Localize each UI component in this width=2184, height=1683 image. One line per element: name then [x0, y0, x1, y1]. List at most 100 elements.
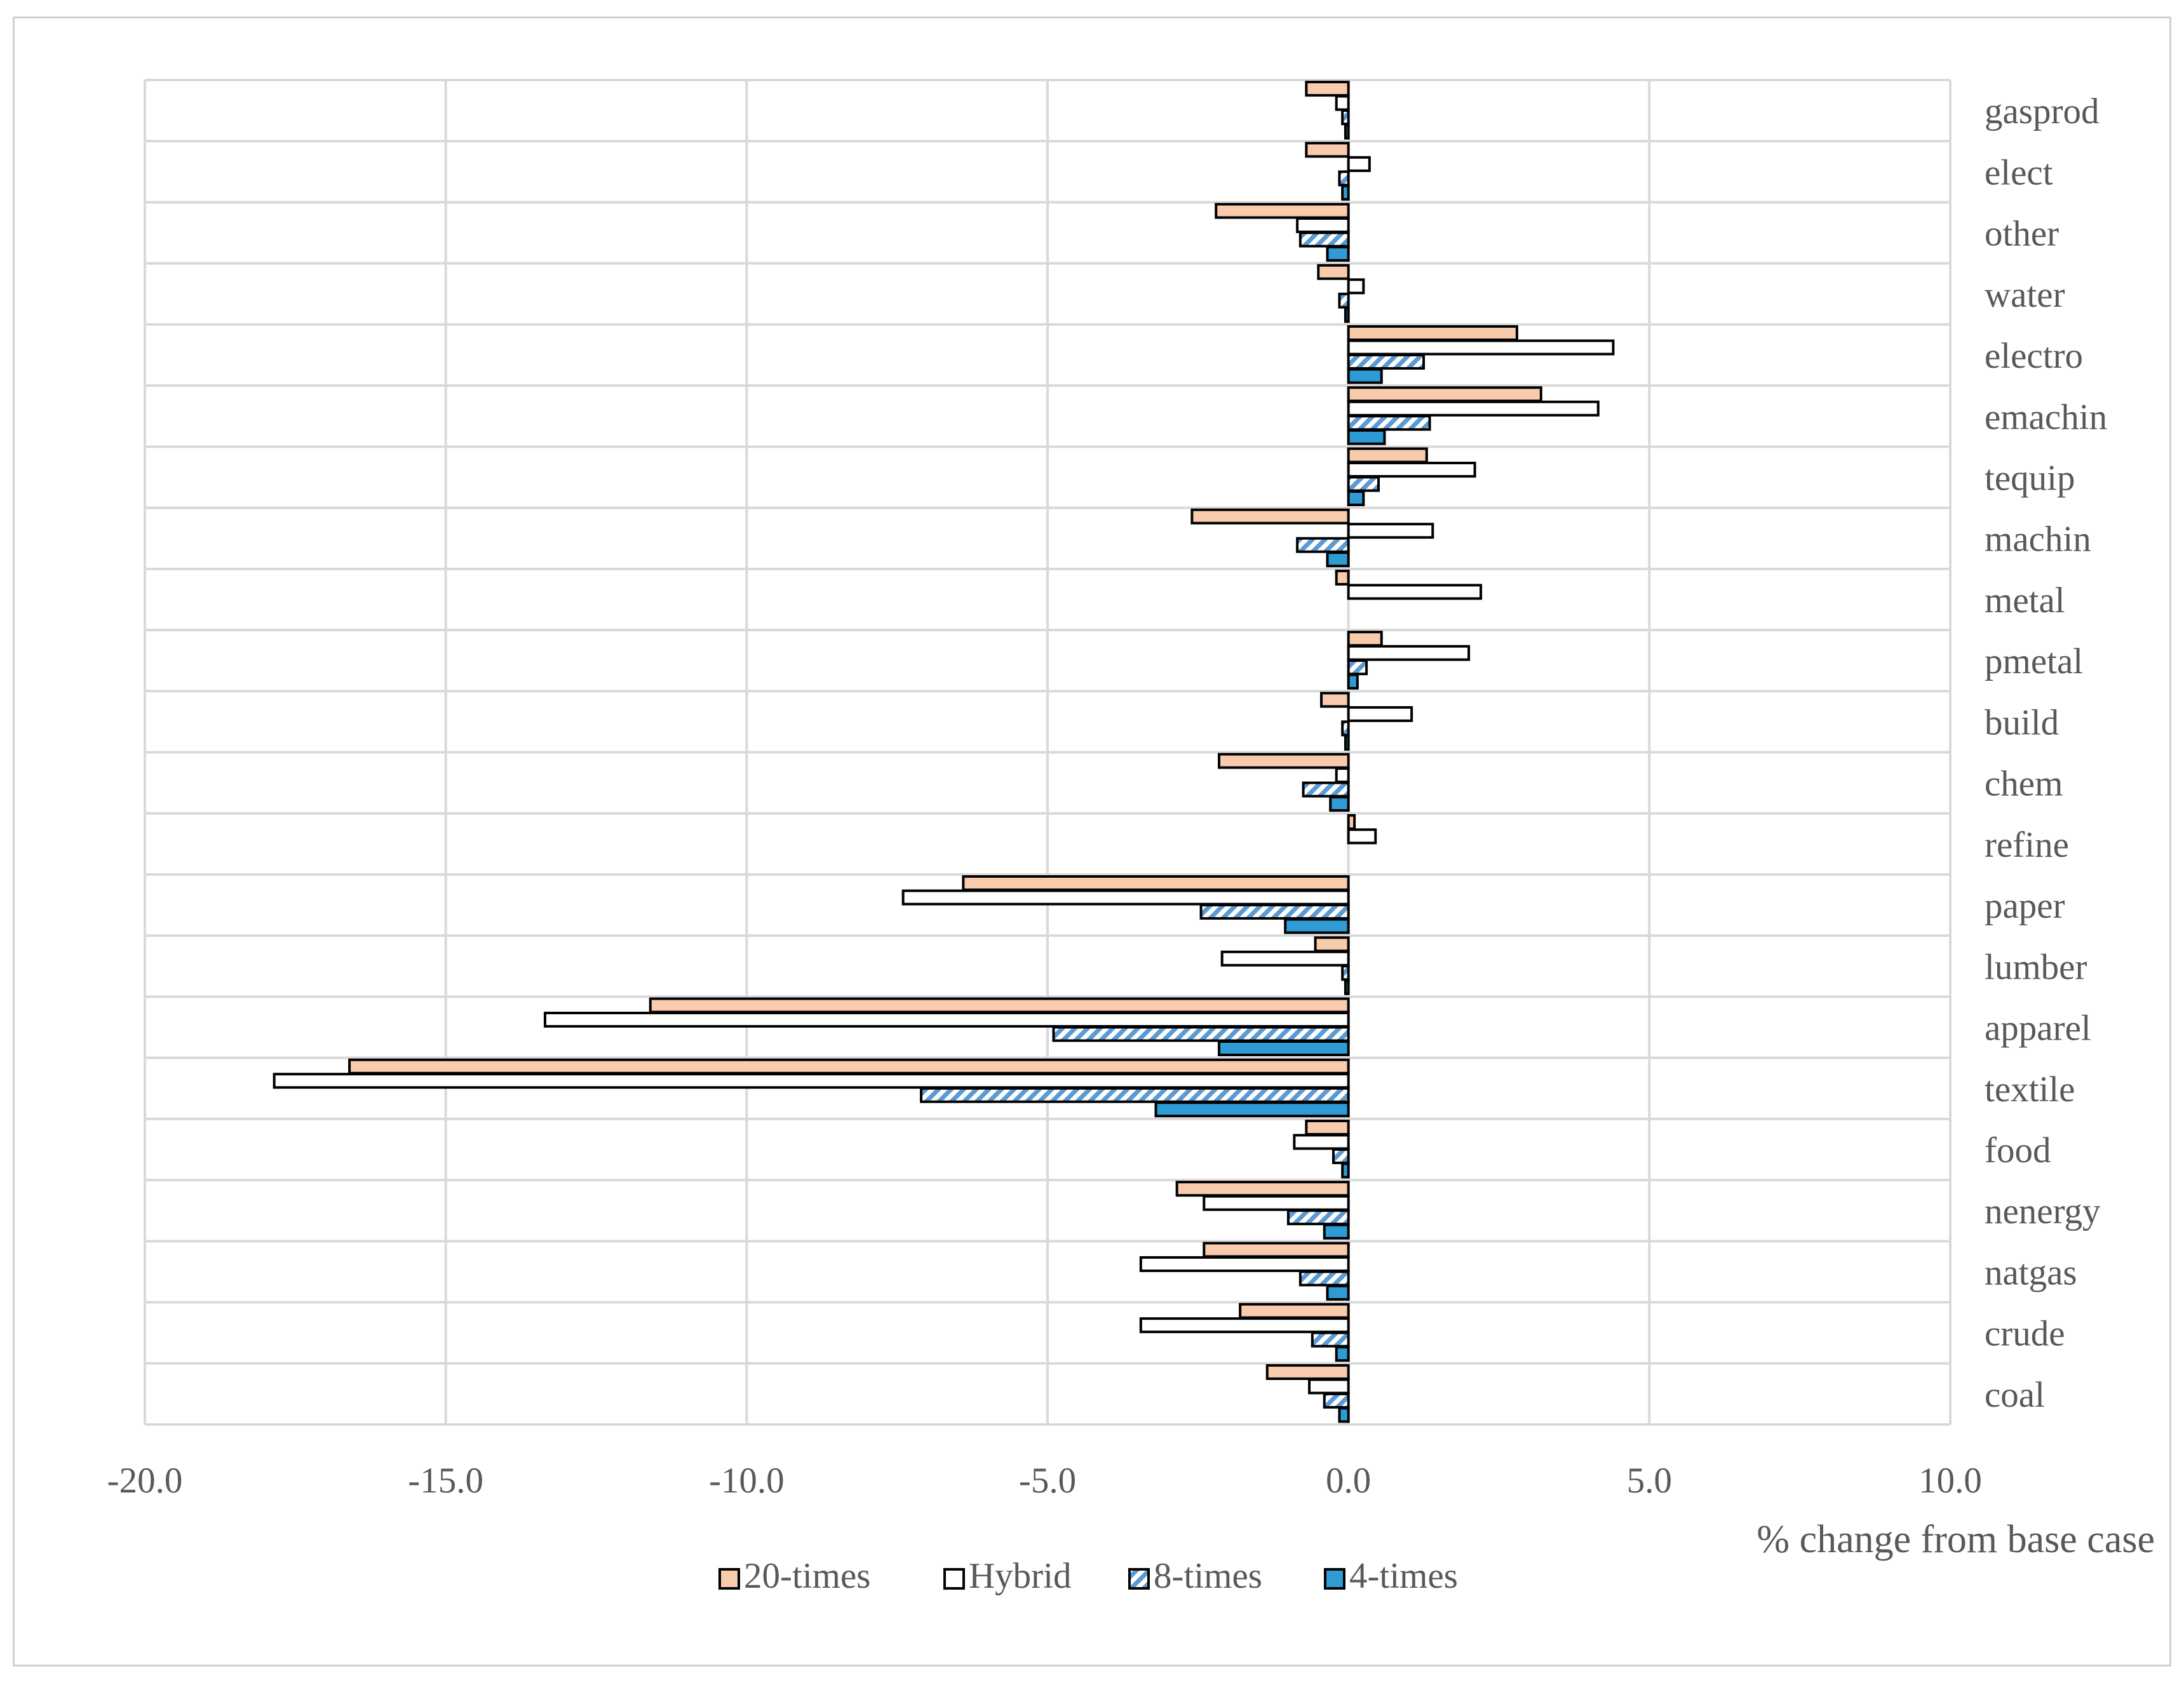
x-tick-label: -15.0	[408, 1461, 483, 1501]
gridlines	[144, 79, 1951, 1426]
x-tick-label: 5.0	[1627, 1461, 1672, 1501]
bar-4-times-textile	[1154, 1101, 1350, 1118]
category-label-build: build	[1985, 702, 2059, 742]
category-label-lumber: lumber	[1985, 947, 2087, 987]
category-label-coal: coal	[1985, 1375, 2045, 1415]
bar-4-times-coal	[1338, 1407, 1350, 1423]
category-label-crude: crude	[1985, 1314, 2065, 1354]
category-label-metal: metal	[1985, 580, 2065, 620]
bar-8-times-emachin	[1347, 415, 1431, 431]
bar-hybrid-natgas	[1139, 1256, 1350, 1272]
bar-4-times-machin	[1326, 551, 1350, 568]
bar-20-times-other	[1215, 203, 1350, 219]
bar-20-times-chem	[1217, 753, 1350, 769]
category-label-natgas: natgas	[1985, 1252, 2077, 1292]
bar-20-times-electro	[1347, 325, 1518, 342]
bar-20-times-emachin	[1347, 386, 1542, 403]
bars	[273, 81, 1615, 1423]
category-label-other: other	[1985, 214, 2059, 254]
bar-20-times-apparel	[649, 997, 1350, 1014]
bar-hybrid-nenergy	[1203, 1195, 1350, 1211]
bar-20-times-coal	[1265, 1364, 1350, 1380]
bar-8-times-elect	[1338, 170, 1350, 187]
legend-label-8-times: 8-times	[1154, 1556, 1262, 1596]
bar-8-times-build	[1341, 720, 1350, 737]
bar-20-times-metal	[1335, 569, 1350, 586]
category-labels: gasprod elect other water electro emachin tequ…	[1985, 91, 2107, 1415]
chart-frame	[13, 17, 2171, 1666]
category-label-textile: textile	[1985, 1069, 2075, 1110]
category-label-refine: refine	[1985, 825, 2069, 865]
bar-hybrid-paper	[901, 889, 1350, 906]
bar-20-times-natgas	[1203, 1242, 1350, 1258]
bar-20-times-textile	[348, 1058, 1350, 1075]
bar-20-times-build	[1320, 692, 1350, 708]
x-tick-label: -5.0	[1019, 1461, 1076, 1501]
bar-4-times-lumber	[1344, 979, 1350, 995]
category-label-pmetal: pmetal	[1985, 641, 2083, 681]
bar-4-times-natgas	[1326, 1284, 1350, 1301]
bar-4-times-tequip	[1347, 490, 1365, 506]
bar-20-times-gasprod	[1305, 81, 1350, 97]
legend-swatch-hybrid	[943, 1568, 965, 1590]
bar-hybrid-metal	[1347, 584, 1483, 600]
category-label-gasprod: gasprod	[1985, 91, 2099, 131]
bar-hybrid-machin	[1347, 523, 1434, 539]
bar-8-times-lumber	[1341, 965, 1350, 981]
legend-swatch-8-times	[1128, 1568, 1150, 1590]
bar-4-times-apparel	[1217, 1040, 1350, 1057]
bar-hybrid-chem	[1335, 767, 1350, 784]
bar-20-times-tequip	[1347, 447, 1428, 464]
category-label-food: food	[1985, 1130, 2051, 1170]
bar-8-times-paper	[1199, 904, 1350, 920]
bar-8-times-natgas	[1298, 1270, 1350, 1287]
bar-8-times-pmetal	[1347, 659, 1368, 676]
bar-hybrid-gasprod	[1335, 95, 1350, 111]
bar-4-times-other	[1326, 246, 1350, 262]
category-label-chem: chem	[1985, 764, 2063, 804]
bar-4-times-gasprod	[1344, 123, 1350, 140]
bar-hybrid-crude	[1139, 1317, 1350, 1334]
bar-4-times-electro	[1347, 368, 1383, 384]
legend-swatch-20-times	[718, 1568, 740, 1590]
bar-4-times-food	[1341, 1162, 1350, 1179]
bar-4-times-elect	[1341, 184, 1350, 201]
bar-4-times-paper	[1284, 918, 1350, 934]
bar-20-times-crude	[1239, 1303, 1350, 1319]
bar-hybrid-elect	[1347, 156, 1371, 172]
bar-4-times-pmetal	[1347, 673, 1359, 690]
bar-20-times-lumber	[1314, 936, 1350, 953]
bar-20-times-pmetal	[1347, 631, 1383, 647]
bar-8-times-other	[1298, 231, 1350, 248]
x-tick-label: -20.0	[107, 1461, 183, 1501]
category-label-emachin: emachin	[1985, 397, 2107, 437]
bar-hybrid-other	[1296, 217, 1350, 234]
legend-label-4-times: 4-times	[1349, 1556, 1458, 1596]
bar-hybrid-food	[1293, 1134, 1350, 1150]
legend-label-hybrid: Hybrid	[969, 1556, 1071, 1596]
bar-8-times-nenergy	[1286, 1209, 1350, 1226]
bar-hybrid-water	[1347, 278, 1365, 295]
bar-20-times-elect	[1305, 142, 1350, 158]
category-label-tequip: tequip	[1985, 458, 2075, 498]
bar-8-times-chem	[1302, 781, 1350, 798]
bar-hybrid-emachin	[1347, 400, 1600, 417]
bar-4-times-build	[1344, 734, 1350, 751]
bar-8-times-crude	[1311, 1331, 1350, 1348]
bar-8-times-tequip	[1347, 476, 1380, 492]
bar-8-times-machin	[1296, 537, 1350, 553]
category-label-elect: elect	[1985, 152, 2053, 192]
bar-8-times-water	[1338, 292, 1350, 309]
legend-swatch-4-times	[1324, 1568, 1345, 1590]
category-label-nenergy: nenergy	[1985, 1191, 2101, 1231]
bar-4-times-emachin	[1347, 429, 1386, 445]
x-tick-label: 10.0	[1918, 1461, 1982, 1501]
x-tick-label: -10.0	[709, 1461, 785, 1501]
bar-hybrid-textile	[273, 1073, 1350, 1089]
bar-20-times-nenergy	[1175, 1181, 1350, 1197]
category-label-machin: machin	[1985, 520, 2091, 560]
x-axis-title: % change from base case	[1756, 1518, 2155, 1561]
bar-20-times-machin	[1190, 508, 1350, 525]
bar-8-times-food	[1331, 1148, 1350, 1164]
bar-8-times-gasprod	[1341, 109, 1350, 126]
